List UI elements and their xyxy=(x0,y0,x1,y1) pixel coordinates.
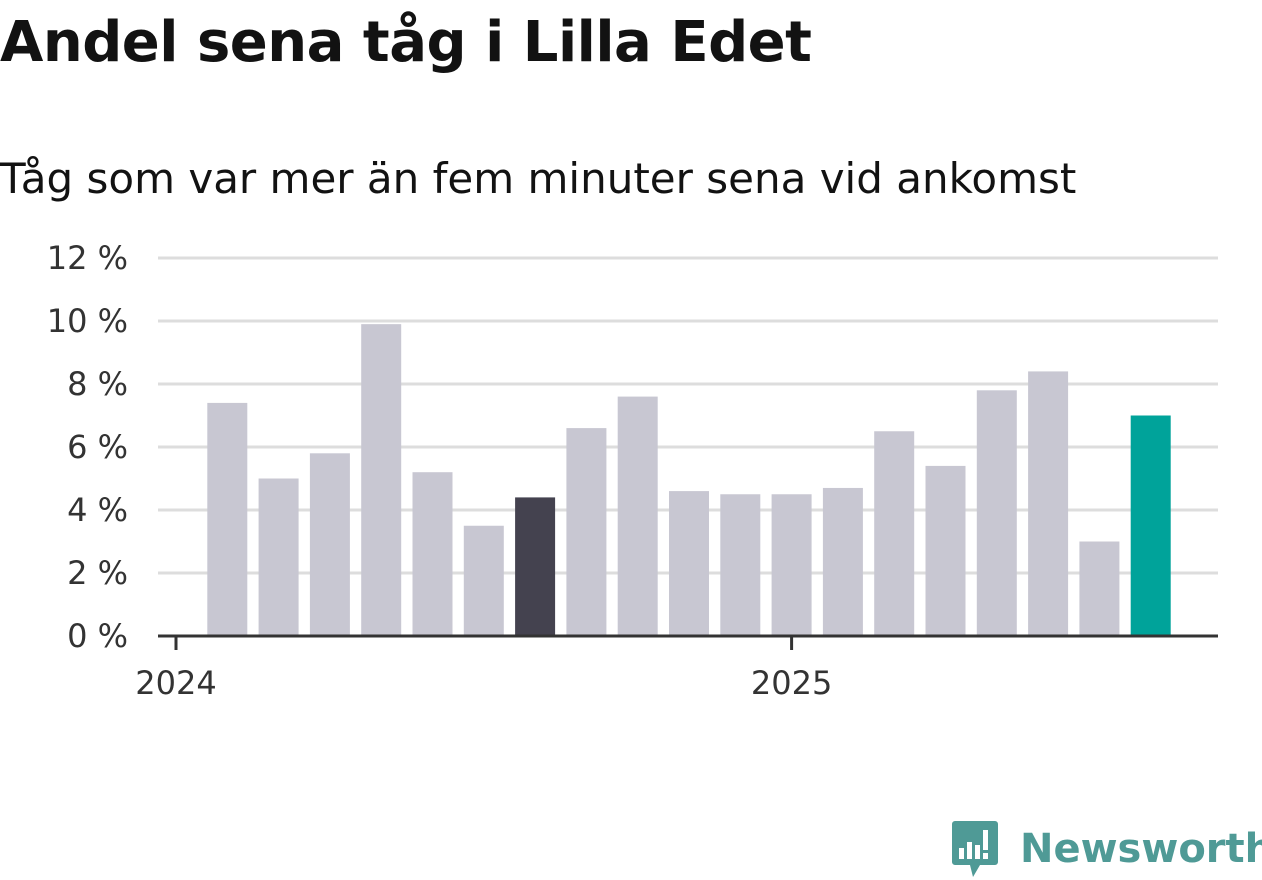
bar xyxy=(1130,415,1171,636)
bar xyxy=(617,396,658,636)
bar xyxy=(258,478,299,636)
y-tick-label: 6 % xyxy=(67,428,128,466)
bar xyxy=(361,324,402,636)
chart-title: Andel sena tåg i Lilla Edet xyxy=(0,10,812,75)
y-tick-label: 2 % xyxy=(67,554,128,592)
bar xyxy=(1028,371,1069,636)
x-tick-label: 2025 xyxy=(751,664,832,702)
bar xyxy=(976,390,1017,636)
brand-logo: Newsworthy xyxy=(950,818,1262,880)
bar xyxy=(412,472,453,636)
bar xyxy=(720,494,761,636)
chart-speech-bubble-icon xyxy=(952,821,998,877)
bar xyxy=(207,402,248,636)
bar xyxy=(515,497,556,636)
bar xyxy=(669,491,709,636)
bar xyxy=(874,431,915,636)
y-tick-label: 8 % xyxy=(67,365,128,403)
y-tick-label: 4 % xyxy=(67,491,128,529)
chart-subtitle: Tåg som var mer än fem minuter sena vid … xyxy=(0,154,1077,203)
y-tick-label: 10 % xyxy=(47,302,128,340)
bar xyxy=(822,487,863,636)
bar xyxy=(925,465,966,636)
bar xyxy=(566,428,607,636)
y-tick-label: 12 % xyxy=(47,239,128,277)
bar xyxy=(1079,541,1120,636)
bar xyxy=(463,525,504,636)
brand-name: Newsworthy xyxy=(1020,826,1262,872)
bar xyxy=(309,453,350,636)
bar xyxy=(771,494,812,636)
y-tick-label: 0 % xyxy=(67,617,128,655)
x-tick-label: 2024 xyxy=(135,664,216,702)
